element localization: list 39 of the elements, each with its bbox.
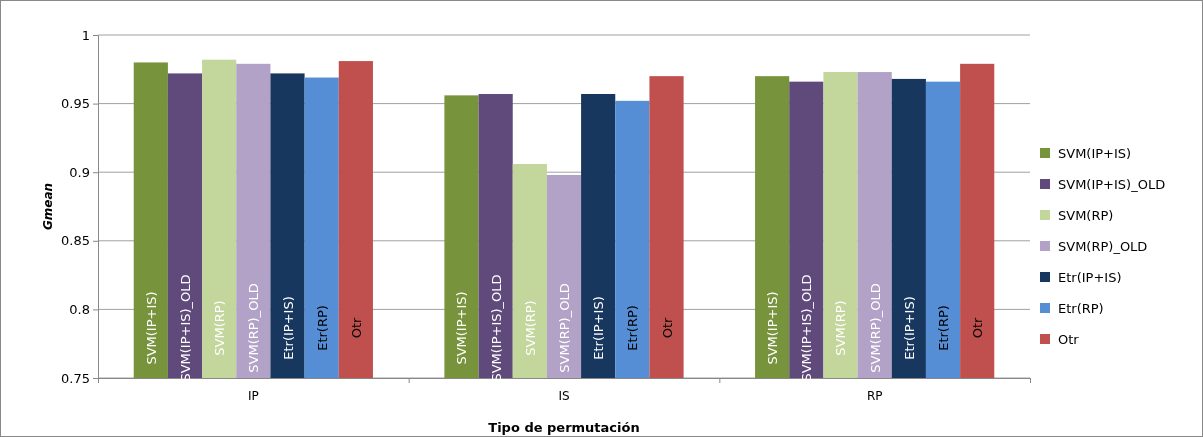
text: Otr xyxy=(659,317,675,339)
text: SVM(IP+IS) xyxy=(143,291,159,365)
text: Etr(IP+IS) xyxy=(591,296,607,360)
y-tick-label: 1 xyxy=(81,27,90,43)
x-tick-label: IS xyxy=(558,389,570,403)
text: Otr xyxy=(970,317,986,339)
text: Etr(IP+IS) xyxy=(901,296,917,360)
text: SVM(IP+IS) xyxy=(765,291,781,365)
legend-label: Otr xyxy=(1058,332,1080,347)
legend-label: SVM(RP) xyxy=(1058,208,1114,223)
text: SVM(RP) xyxy=(212,300,228,356)
x-tick-label: IP xyxy=(247,389,259,403)
legend-label: SVM(IP+IS)_OLD xyxy=(1058,177,1166,192)
legend-label: SVM(RP)_OLD xyxy=(1058,239,1148,254)
text: SVM(IP+IS)_OLD xyxy=(799,274,815,382)
text: SVM(IP+IS)_OLD xyxy=(177,274,193,382)
text: SVM(IP+IS) xyxy=(454,291,470,365)
y-tick-label: 0.85 xyxy=(61,233,90,249)
text: SVM(RP)_OLD xyxy=(557,283,572,373)
text: SVM(RP)_OLD xyxy=(246,283,262,373)
legend-label: Etr(RP) xyxy=(1058,301,1104,316)
x-tick-label: RP xyxy=(866,389,883,403)
y-tick-label: 0.75 xyxy=(61,370,90,386)
y-tick-label: 0.95 xyxy=(61,96,90,112)
text: Etr(RP) xyxy=(625,305,641,351)
text: SVM(RP) xyxy=(522,300,538,356)
text: SVM(RP)_OLD xyxy=(867,283,883,373)
y-axis-title: Gmean xyxy=(41,182,55,231)
y-tick-label: 0.8 xyxy=(69,302,90,318)
legend-label: SVM(IP+IS) xyxy=(1058,146,1132,161)
text: SVM(RP) xyxy=(833,300,849,356)
text: SVM(IP+IS)_OLD xyxy=(488,274,504,382)
y-tick-label: 0.9 xyxy=(69,164,90,180)
text: Etr(IP+IS) xyxy=(280,296,296,360)
text: Etr(RP) xyxy=(936,305,952,351)
x-axis-title: Tipo de permutación xyxy=(488,420,640,435)
text: Otr xyxy=(348,317,364,339)
text: Etr(RP) xyxy=(314,305,330,351)
legend-label: Etr(IP+IS) xyxy=(1058,270,1122,285)
